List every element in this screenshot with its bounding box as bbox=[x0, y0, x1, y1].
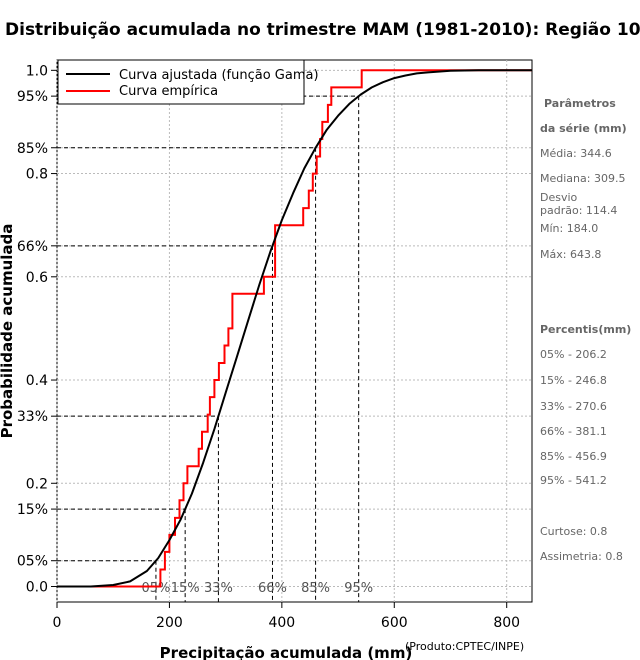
y-tick-label-2: 15% bbox=[17, 502, 48, 518]
empirical-curve bbox=[57, 69, 532, 588]
stat-min: Mín: 184.0 bbox=[540, 222, 598, 235]
y-axis-title: Probabilidade acumulada bbox=[0, 224, 16, 439]
y-tick-label-3: 0.2 bbox=[26, 476, 48, 492]
percentil-05: 05% - 206.2 bbox=[540, 348, 607, 361]
y-tick-label-11: 1.0 bbox=[26, 63, 48, 79]
plot-frame bbox=[56, 59, 533, 603]
percentile-label-0: 05% bbox=[141, 581, 170, 596]
percentile-guides: 05% 15% 33% 66% 85% 95% bbox=[57, 95, 373, 602]
percentil-95: 95% - 541.2 bbox=[540, 474, 607, 487]
y-tick-label-5: 0.4 bbox=[26, 373, 48, 389]
y-axis: 0.0 05% 15% 0.2 33% 0.4 0.6 66% 0.8 85% 95% 1.0 bbox=[17, 63, 57, 596]
y-tick-label-6: 0.6 bbox=[26, 270, 48, 286]
x-tick-label-0: 0 bbox=[53, 615, 62, 631]
legend-label-empirical: Curva empírica bbox=[119, 84, 218, 99]
percentis-heading: Percentis(mm) bbox=[540, 323, 631, 336]
x-tick-label-1: 200 bbox=[156, 615, 183, 631]
x-tick-label-2: 400 bbox=[268, 615, 295, 631]
series-layer bbox=[57, 69, 532, 588]
stat-media: Média: 344.6 bbox=[540, 147, 612, 160]
percentil-15: 15% - 246.8 bbox=[540, 374, 607, 387]
percentil-85: 85% - 456.9 bbox=[540, 450, 607, 463]
legend: Curva ajustada (função Gama) Curva empír… bbox=[57, 59, 319, 105]
y-tick-label-9: 85% bbox=[17, 141, 48, 157]
stat-desvio-2: padrão: 114.4 bbox=[540, 204, 617, 217]
stat-desvio-1: Desvio bbox=[540, 191, 578, 204]
legend-label-fitted: Curva ajustada (função Gama) bbox=[119, 68, 319, 83]
side-panel: Parâmetros da série (mm) Média: 344.6 Me… bbox=[540, 97, 631, 563]
y-tick-label-0: 0.0 bbox=[26, 580, 48, 596]
y-tick-label-4: 33% bbox=[17, 409, 48, 425]
legend-box bbox=[57, 59, 305, 105]
params-heading-2: da série (mm) bbox=[540, 122, 627, 135]
grid bbox=[56, 60, 532, 602]
percentile-label-1: 15% bbox=[171, 581, 200, 596]
percentil-66: 66% - 381.1 bbox=[540, 425, 607, 438]
params-heading-1: Parâmetros bbox=[544, 97, 616, 110]
stat-mediana: Mediana: 309.5 bbox=[540, 172, 625, 185]
chart-title: Distribuição acumulada no trimestre MAM … bbox=[5, 20, 640, 40]
percentile-label-2: 33% bbox=[204, 581, 233, 596]
stat-assimetria: Assimetria: 0.8 bbox=[540, 550, 623, 563]
x-tick-label-3: 600 bbox=[381, 615, 408, 631]
percentil-33: 33% - 270.6 bbox=[540, 400, 607, 413]
y-tick-label-8: 0.8 bbox=[26, 167, 48, 183]
percentile-label-3: 66% bbox=[258, 581, 287, 596]
x-tick-label-4: 800 bbox=[493, 615, 520, 631]
x-axis-title: Precipitação acumulada (mm) bbox=[160, 644, 413, 660]
y-tick-label-1: 05% bbox=[17, 554, 48, 570]
fitted-curve bbox=[57, 69, 532, 588]
y-tick-label-7: 66% bbox=[17, 239, 48, 255]
percentile-label-4: 85% bbox=[301, 581, 330, 596]
credit: (Produto:CPTEC/INPE) bbox=[405, 640, 524, 653]
stat-max: Máx: 643.8 bbox=[540, 248, 601, 261]
y-tick-label-10: 95% bbox=[17, 89, 48, 105]
x-axis: 0 200 400 600 800 bbox=[53, 602, 520, 631]
stat-curtose: Curtose: 0.8 bbox=[540, 525, 607, 538]
percentile-label-5: 95% bbox=[344, 581, 373, 596]
